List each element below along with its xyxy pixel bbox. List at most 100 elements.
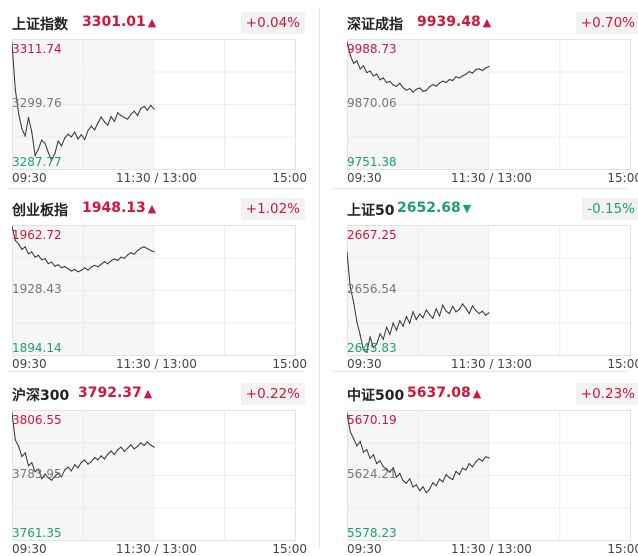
price-point — [386, 326, 388, 328]
price-point — [12, 42, 13, 44]
change-badge: +0.23% — [575, 383, 638, 405]
index-panel-csi300[interactable]: 沪深300 3792.37 ▲ +0.22% 3806.55 3783.95 3761.35… — [12, 380, 307, 556]
price-point — [14, 88, 16, 90]
price-point — [415, 88, 417, 90]
price-point — [120, 256, 122, 258]
price-point — [382, 77, 384, 79]
price-point — [458, 77, 460, 79]
price-point — [18, 112, 20, 114]
x-axis-open-label: 09:30 — [347, 542, 382, 556]
price-point — [435, 485, 437, 487]
price-point — [140, 108, 142, 110]
price-point — [113, 453, 115, 456]
price-point — [153, 108, 155, 110]
price-point — [419, 313, 421, 315]
price-point — [87, 269, 89, 271]
price-point — [54, 152, 56, 154]
index-price: 3301.01 ▲ — [82, 14, 156, 30]
price-point — [18, 243, 20, 245]
price-point — [12, 412, 13, 414]
index-panel-sse[interactable]: 上证指数 3301.01 ▲ +0.04% 3311.74 3299.76 3287.77 0… — [12, 9, 307, 185]
row-divider — [332, 371, 628, 372]
price-point — [389, 471, 391, 473]
price-point — [146, 109, 148, 111]
price-point — [21, 128, 23, 130]
x-axis-open-label: 09:30 — [12, 357, 47, 371]
price-point — [123, 450, 125, 452]
y-axis-high-label: 3311.74 — [12, 42, 62, 56]
y-axis-mid-label: 9870.06 — [347, 96, 397, 110]
price-point — [405, 482, 407, 484]
price-point — [127, 447, 129, 449]
price-point — [458, 473, 460, 476]
price-point — [359, 68, 361, 70]
price-point — [349, 431, 351, 433]
price-point — [94, 129, 96, 131]
price-point — [87, 129, 89, 132]
price-point — [425, 492, 427, 494]
price-point — [389, 333, 391, 336]
x-axis-close-label: 15:00 — [607, 542, 638, 556]
index-header: 中证500 5637.08 ▲ +0.23% — [347, 380, 638, 410]
price-point — [80, 269, 82, 271]
price-point — [143, 246, 145, 248]
price-point — [468, 463, 470, 465]
price-point — [432, 482, 434, 484]
y-axis-mid-label: 3783.95 — [12, 467, 62, 481]
index-price-value: 2652.68 — [397, 200, 461, 216]
price-point — [12, 225, 13, 227]
price-point — [369, 336, 371, 338]
index-panel-chinext[interactable]: 创业板指 1948.13 ▲ +1.02% 1962.72 1928.43 1894.14 0… — [12, 195, 307, 371]
price-line — [12, 226, 155, 273]
price-point — [478, 68, 480, 70]
price-point — [386, 81, 388, 84]
price-point — [77, 138, 79, 140]
y-axis-high-label: 9988.73 — [347, 42, 397, 56]
price-point — [415, 484, 417, 486]
up-arrow-icon: ▲ — [147, 16, 157, 29]
price-point — [47, 477, 49, 479]
change-badge: +0.04% — [240, 12, 305, 34]
intraday-chart: 2667.25 2656.54 2645.83 — [347, 225, 638, 356]
x-axis-close-label: 15:00 — [272, 542, 307, 556]
price-point — [64, 469, 66, 471]
price-point — [130, 113, 132, 115]
y-axis-low-label: 2645.83 — [347, 341, 397, 355]
price-point — [90, 266, 92, 268]
price-point — [435, 308, 437, 310]
price-point — [471, 305, 474, 307]
price-point — [34, 256, 36, 258]
y-axis-mid-label: 1928.43 — [12, 282, 62, 296]
price-point — [133, 110, 135, 112]
index-panel-sse50[interactable]: 上证50 2652.68 ▼ -0.15% 2667.25 2656.54 2645.83 0… — [347, 195, 638, 371]
price-point — [97, 459, 99, 461]
price-point — [445, 81, 447, 84]
price-point — [44, 473, 46, 475]
index-name: 创业板指 — [12, 203, 68, 219]
price-point — [353, 437, 355, 440]
price-point — [478, 312, 480, 315]
price-point — [87, 463, 89, 465]
index-panel-csi500[interactable]: 中证500 5637.08 ▲ +0.23% 5670.19 5624.21 5578.23… — [347, 380, 638, 556]
price-point — [478, 458, 480, 460]
price-point — [107, 263, 109, 265]
price-point — [376, 343, 378, 345]
price-line — [347, 41, 490, 93]
price-point — [435, 85, 437, 87]
price-point — [458, 308, 460, 310]
chart-canvas — [347, 225, 631, 356]
price-point — [140, 442, 142, 444]
price-point — [399, 472, 401, 475]
price-point — [153, 446, 155, 448]
price-point — [37, 468, 39, 470]
price-point — [67, 268, 69, 270]
price-point — [405, 89, 407, 91]
price-point — [362, 349, 365, 351]
price-point — [94, 264, 96, 266]
x-axis-open-label: 09:30 — [12, 171, 47, 185]
price-point — [18, 445, 20, 447]
index-panel-szse[interactable]: 深证成指 9939.48 ▲ +0.70% 9988.73 9870.06 9751.38 0… — [347, 9, 638, 185]
price-point — [27, 465, 30, 467]
price-point — [465, 73, 467, 75]
price-point — [67, 466, 69, 468]
